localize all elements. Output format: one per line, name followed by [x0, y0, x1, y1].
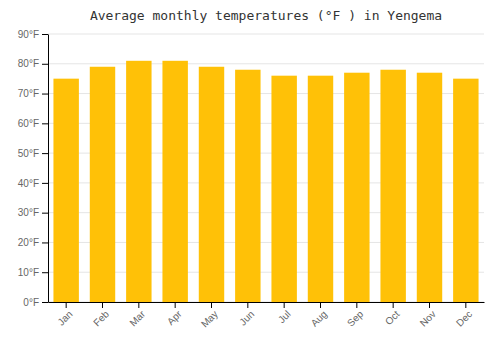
y-tick-mark: [42, 183, 48, 184]
x-tick-label: Jul: [276, 308, 293, 325]
grid-line: [48, 63, 484, 64]
y-tick: 30°F: [18, 207, 48, 218]
bar: [380, 70, 405, 302]
grid: [48, 34, 484, 302]
bar: [453, 79, 478, 302]
x-tick-label: Mar: [127, 308, 147, 328]
x-tick-mark: [138, 302, 139, 308]
x-tick-label: Feb: [91, 308, 111, 328]
y-tick-mark: [42, 94, 48, 95]
bar: [344, 73, 369, 302]
y-tick-mark: [42, 123, 48, 124]
x-tick: Dec: [454, 302, 474, 329]
y-tick: 50°F: [18, 148, 48, 159]
y-tick-label: 0°F: [23, 297, 39, 308]
y-tick-mark: [42, 64, 48, 65]
y-tick-label: 90°F: [18, 29, 39, 40]
grid-line: [48, 34, 484, 35]
x-tick-label: Jun: [237, 308, 256, 327]
y-tick-label: 20°F: [18, 237, 39, 248]
y-tick: 90°F: [18, 29, 48, 40]
x-tick-mark: [247, 302, 248, 308]
y-tick-label: 30°F: [18, 207, 39, 218]
x-tick: Aug: [309, 302, 329, 329]
chart-svg: 0°F 10°F 20°F 30°F 40°F 50°F 60°F 70°F 80°F 90°F J…: [0, 0, 500, 350]
y-tick-label: 60°F: [18, 118, 39, 129]
title: Average monthly temperatures (°F ) in Ye…: [90, 8, 442, 23]
y-tick-mark: [42, 213, 48, 214]
x-axis: Jan Feb Mar Apr May Jun Jul Aug Sep Oct Nov Dec: [49, 302, 485, 330]
y-tick-label: 70°F: [18, 88, 39, 99]
y-tick-mark: [42, 242, 48, 243]
y-axis: 0°F 10°F 20°F 30°F 40°F 50°F 60°F 70°F 80°F 90°F: [18, 29, 49, 308]
y-tick-mark: [42, 302, 48, 303]
x-tick-label: Dec: [454, 308, 474, 328]
y-tick: 70°F: [18, 88, 48, 99]
bar: [308, 76, 333, 302]
bar: [199, 67, 224, 302]
x-tick-label: Sep: [345, 308, 366, 329]
y-tick-label: 50°F: [18, 148, 39, 159]
y-tick-mark: [42, 153, 48, 154]
bar: [53, 79, 78, 302]
x-tick: Apr: [165, 302, 184, 327]
x-tick: May: [199, 302, 220, 330]
x-tick-label: Jan: [55, 308, 74, 327]
y-axis-line: [48, 35, 49, 303]
x-tick-mark: [356, 302, 357, 308]
y-tick: 60°F: [18, 118, 48, 129]
bar: [126, 61, 151, 302]
y-tick-label: 10°F: [18, 267, 39, 278]
x-tick: Jul: [276, 302, 293, 325]
bar: [235, 70, 260, 302]
y-tick-label: 40°F: [18, 178, 39, 189]
x-tick-mark: [284, 302, 285, 308]
x-axis-line: [49, 302, 485, 303]
x-tick-label: Aug: [309, 308, 329, 328]
x-tick-mark: [465, 302, 466, 308]
x-tick: Jan: [55, 302, 74, 328]
x-tick: Mar: [127, 302, 147, 328]
y-tick: 20°F: [18, 237, 48, 248]
chart-container: 0°F 10°F 20°F 30°F 40°F 50°F 60°F 70°F 80°F 90°F J…: [0, 0, 500, 350]
x-tick: Feb: [91, 302, 111, 328]
bar: [417, 73, 442, 302]
x-tick: Nov: [418, 302, 438, 329]
x-tick: Oct: [383, 302, 402, 327]
x-tick-mark: [102, 302, 103, 308]
x-tick: Sep: [345, 302, 366, 329]
bar: [162, 61, 187, 302]
x-tick-label: Nov: [418, 308, 438, 328]
x-tick-label: Oct: [383, 308, 402, 327]
x-tick-label: Apr: [165, 308, 184, 327]
bars: [53, 61, 478, 302]
y-tick-mark: [42, 34, 48, 35]
y-tick-label: 80°F: [18, 58, 39, 69]
x-tick: Jun: [237, 302, 256, 328]
bar: [90, 67, 115, 302]
x-tick-mark: [429, 302, 430, 308]
x-tick-mark: [211, 302, 212, 308]
y-tick-mark: [42, 272, 48, 273]
x-tick-mark: [66, 302, 67, 308]
x-tick-label: May: [199, 308, 220, 329]
x-tick-mark: [320, 302, 321, 308]
plot-area: 0°F 10°F 20°F 30°F 40°F 50°F 60°F 70°F 80°F 90°F J…: [18, 29, 485, 330]
y-tick: 0°F: [23, 297, 48, 308]
x-tick-mark: [393, 302, 394, 308]
y-tick: 10°F: [18, 267, 48, 278]
bar: [271, 76, 296, 302]
x-tick-mark: [175, 302, 176, 308]
y-tick: 40°F: [18, 178, 48, 189]
y-tick: 80°F: [18, 58, 48, 69]
